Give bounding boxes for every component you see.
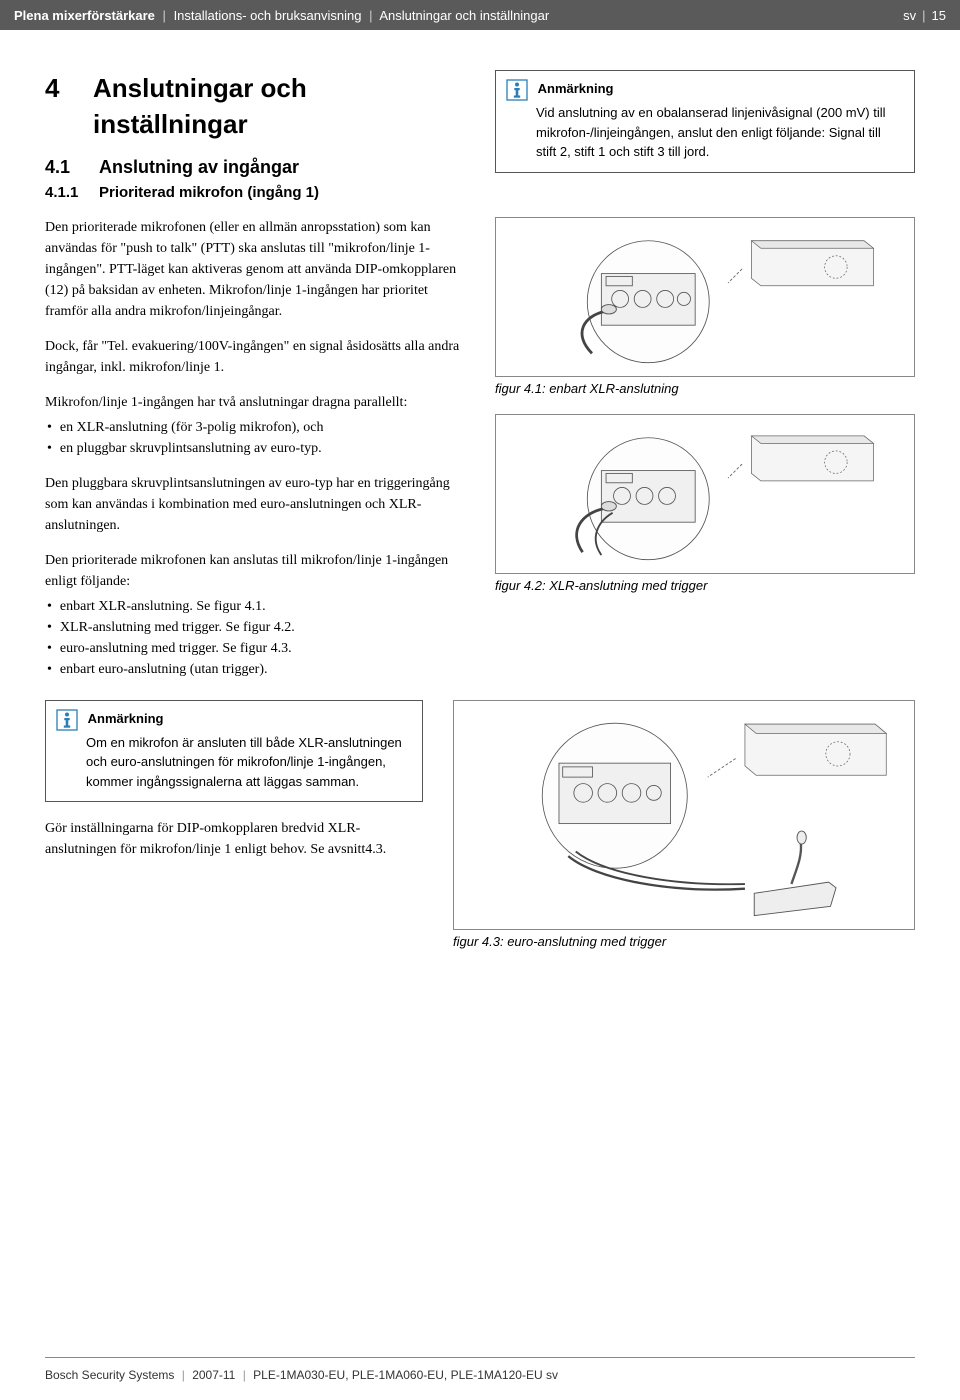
paragraph-1: Den prioriterade mikrofonen (eller en al… — [45, 217, 465, 322]
note-body: Vid anslutning av en obalanserad linjeni… — [536, 103, 904, 162]
list-1: en XLR-anslutning (för 3-polig mikrofon)… — [45, 417, 465, 459]
subsubsection-heading: 4.1.1 Prioriterad mikrofon (ingång 1) — [45, 184, 465, 201]
section-title: Anslutningar och inställningar — [93, 70, 465, 143]
figure-4-3 — [453, 700, 915, 930]
note-body: Om en mikrofon är ansluten till både XLR… — [86, 733, 412, 792]
breadcrumb-2: Installations- och bruksanvisning — [174, 8, 362, 23]
paragraph-4: Den pluggbara skruvplintsanslutningen av… — [45, 473, 465, 536]
paragraph-5: Den prioriterade mikrofonen kan anslutas… — [45, 550, 465, 592]
footer-company: Bosch Security Systems — [45, 1368, 174, 1382]
paragraph-2: Dock, får "Tel. evakuering/100V-ingången… — [45, 336, 465, 378]
footer-date: 2007-11 — [192, 1368, 235, 1382]
list-item: euro-anslutning med trigger. Se figur 4.… — [61, 638, 465, 659]
note-title: Anmärkning — [88, 711, 164, 726]
breadcrumb-3: Anslutningar och inställningar — [379, 8, 549, 23]
info-icon — [506, 79, 528, 101]
section-heading: 4 Anslutningar och inställningar — [45, 70, 465, 143]
list-item: en pluggbar skruvplintsanslutning av eur… — [61, 438, 465, 459]
breadcrumb-1: Plena mixerförstärkare — [14, 8, 155, 23]
paragraph-3: Mikrofon/linje 1-ingången har två anslut… — [45, 392, 465, 413]
figure-4-1 — [495, 217, 915, 377]
list-item: enbart XLR-anslutning. Se figur 4.1. — [61, 596, 465, 617]
subsub-title: Prioriterad mikrofon (ingång 1) — [99, 184, 319, 201]
figure-caption-3: figur 4.3: euro-anslutning med trigger — [453, 934, 915, 949]
note-title: Anmärkning — [538, 81, 614, 96]
subsection-num: 4.1 — [45, 157, 81, 178]
lang-code: sv — [903, 8, 916, 23]
list-item: enbart euro-anslutning (utan trigger). — [61, 659, 465, 680]
paragraph-6: Gör inställningarna för DIP-omkopplaren … — [45, 818, 423, 860]
breadcrumb: Plena mixerförstärkare | Installations- … — [14, 8, 549, 23]
list-item: XLR-anslutning med trigger. Se figur 4.2… — [61, 617, 465, 638]
page-number: 15 — [932, 8, 946, 23]
figure-caption-1: figur 4.1: enbart XLR-anslutning — [495, 381, 915, 396]
figure-caption-2: figur 4.2: XLR-anslutning med trigger — [495, 578, 915, 593]
page-footer: Bosch Security Systems | 2007-11 | PLE-1… — [45, 1357, 915, 1382]
list-2: enbart XLR-anslutning. Se figur 4.1. XLR… — [45, 596, 465, 680]
footer-models: PLE-1MA030-EU, PLE-1MA060-EU, PLE-1MA120… — [253, 1368, 558, 1382]
header-right: sv | 15 — [903, 8, 946, 23]
section-num: 4 — [45, 73, 65, 104]
figure-4-2 — [495, 414, 915, 574]
page-header: Plena mixerförstärkare | Installations- … — [0, 0, 960, 30]
list-item: en XLR-anslutning (för 3-polig mikrofon)… — [61, 417, 465, 438]
note-box-2: Anmärkning Om en mikrofon är ansluten ti… — [45, 700, 423, 803]
subsection-title: Anslutning av ingångar — [99, 157, 299, 178]
subsub-num: 4.1.1 — [45, 184, 85, 201]
info-icon — [56, 709, 78, 731]
subsection-heading: 4.1 Anslutning av ingångar — [45, 157, 465, 178]
note-box-1: Anmärkning Vid anslutning av en obalanse… — [495, 70, 915, 173]
